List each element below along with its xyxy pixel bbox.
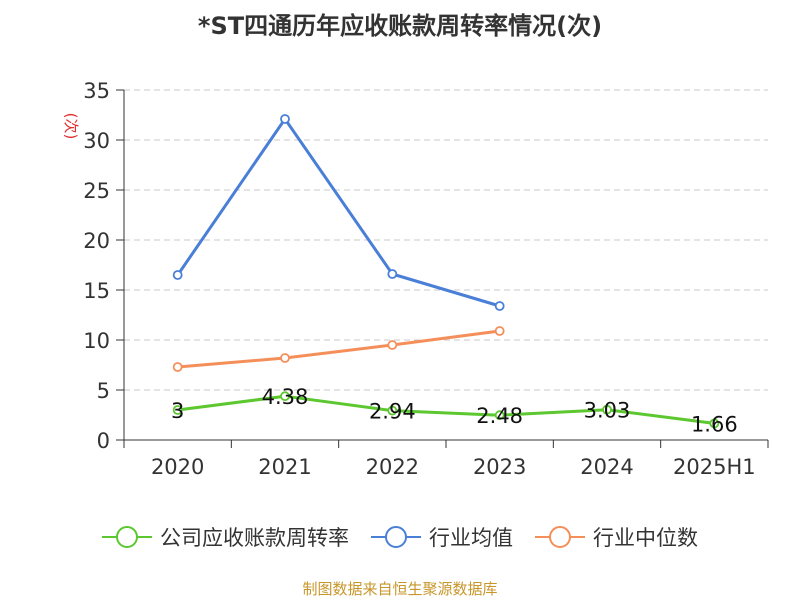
y-tick-label: 5 xyxy=(97,379,110,403)
data-point xyxy=(387,340,398,350)
data-point xyxy=(172,405,183,415)
data-label: 2.94 xyxy=(369,400,416,424)
data-point xyxy=(280,353,290,363)
data-point xyxy=(494,301,505,311)
y-tick-label: 25 xyxy=(83,179,110,203)
y-axis-label: (次) xyxy=(62,113,80,140)
y-tick-label: 15 xyxy=(83,279,110,303)
data-point xyxy=(280,391,290,402)
data-point xyxy=(280,114,290,124)
legend-symbol-marker xyxy=(385,526,407,548)
data-label: 3 xyxy=(171,399,184,423)
x-tick-label: 2025H1 xyxy=(673,455,756,479)
x-tick-label: 2023 xyxy=(473,455,526,479)
legend-label: 行业均值 xyxy=(429,526,513,550)
data-label: 3.03 xyxy=(584,399,631,423)
data-point xyxy=(172,362,183,372)
data-point xyxy=(709,418,720,429)
legend-symbol-marker xyxy=(116,526,138,548)
data-point xyxy=(494,410,505,421)
data-point xyxy=(494,326,505,336)
legend-label: 公司应收账款周转率 xyxy=(160,526,349,550)
series-line xyxy=(176,329,502,369)
data-point xyxy=(387,269,398,279)
data-label: 4.38 xyxy=(262,385,309,409)
y-tick-label: 10 xyxy=(83,329,110,353)
x-tick-label: 2020 xyxy=(151,455,204,479)
y-tick-label: 0 xyxy=(97,429,110,453)
source-note: 制图数据来自恒生聚源数据库 xyxy=(302,580,498,598)
x-tick-label: 2022 xyxy=(366,455,419,479)
series-line xyxy=(176,394,716,425)
data-point xyxy=(602,404,612,415)
y-tick-label: 30 xyxy=(83,129,110,153)
x-tick-label: 2024 xyxy=(580,455,633,479)
data-label: 2.48 xyxy=(476,404,523,428)
data-point xyxy=(172,270,183,280)
data-label: 1.66 xyxy=(691,412,738,436)
data-point xyxy=(387,405,398,416)
y-tick-label: 20 xyxy=(83,229,110,253)
series-line xyxy=(176,117,502,308)
x-tick-label: 2021 xyxy=(258,455,311,479)
y-tick-label: 35 xyxy=(83,79,110,103)
legend-label: 行业中位数 xyxy=(593,526,698,550)
legend-symbol-marker xyxy=(549,526,571,548)
chart-title: *ST四通历年应收账款周转率情况(次) xyxy=(197,12,603,40)
